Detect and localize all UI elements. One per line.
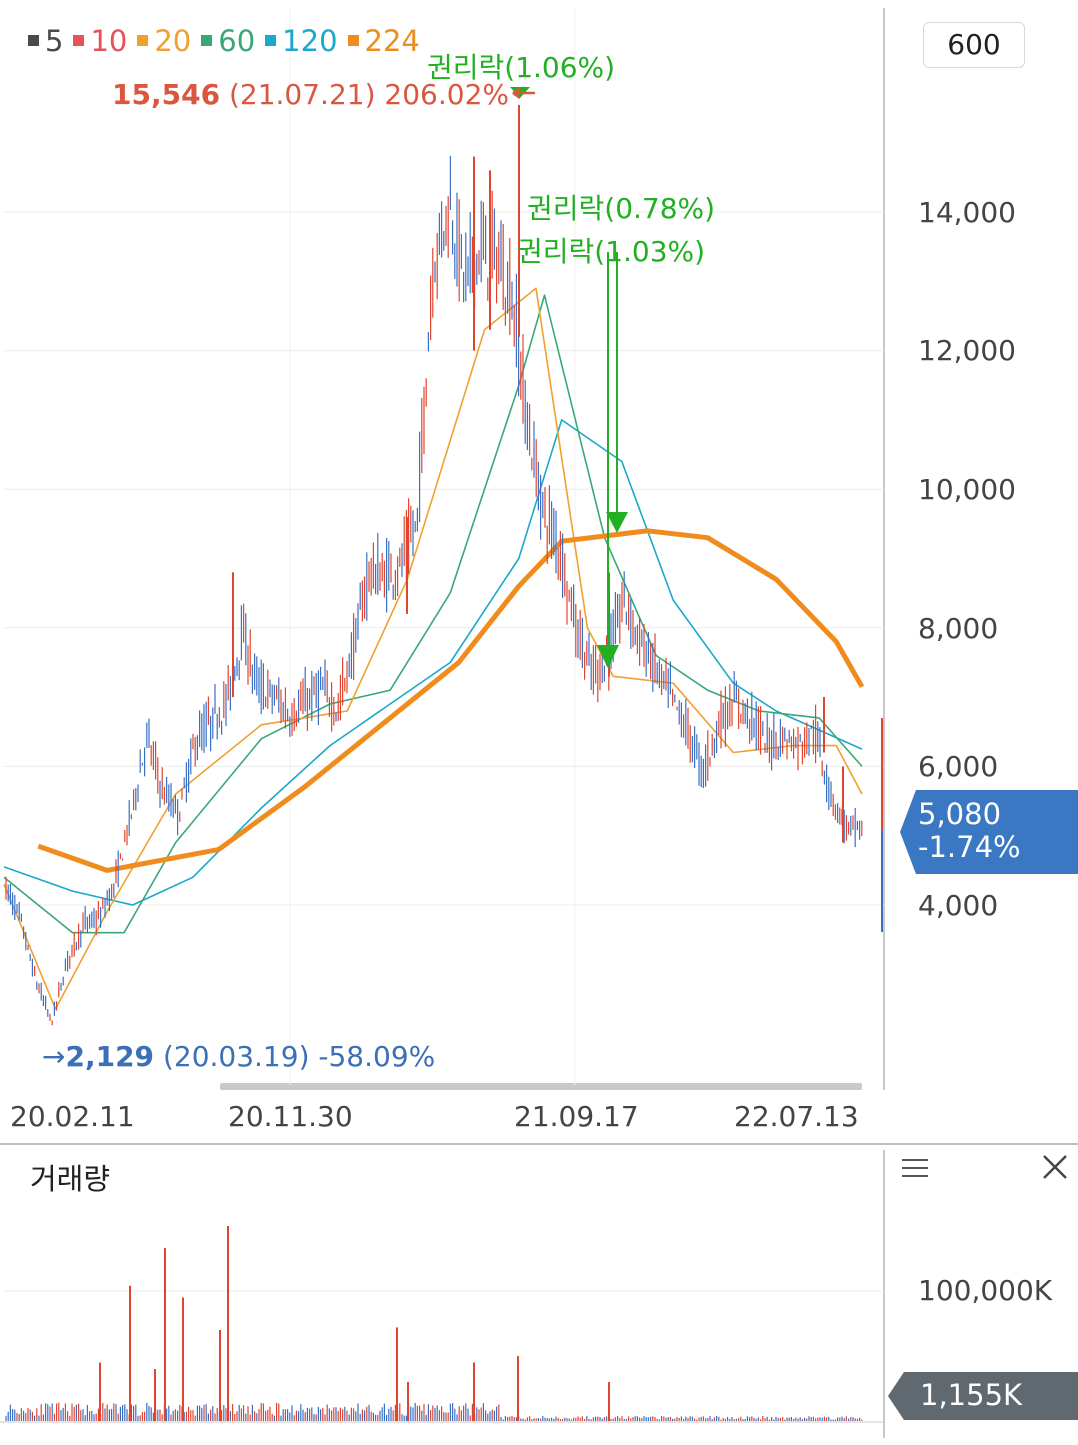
rights-event-label-3: 권리락(1.03%) xyxy=(517,235,706,268)
legend-item-60: 60 xyxy=(201,24,255,58)
legend-swatch xyxy=(137,34,149,46)
legend-swatch xyxy=(28,34,39,46)
y-tick: 6,000 xyxy=(918,750,999,783)
ma-line-224 xyxy=(37,528,865,873)
ma-line-20 xyxy=(3,287,863,1010)
current-price-tag: 5,080 -1.74% xyxy=(900,790,1078,874)
legend-label: 120 xyxy=(282,24,338,58)
volume-y-tick: 100,000K xyxy=(918,1274,1053,1307)
legend-swatch xyxy=(265,34,277,46)
ma-line-120 xyxy=(3,419,863,906)
max-price-label: 15,546 (21.07.21) 206.02% xyxy=(112,78,509,111)
scrollbar xyxy=(220,1083,862,1090)
ma-line-60 xyxy=(3,294,863,934)
y-tick: 12,000 xyxy=(918,334,1016,367)
rights-event-label-2: 권리락(0.78%) xyxy=(527,192,716,225)
legend-label: 5 xyxy=(45,24,64,58)
current-price-value: 5,080 xyxy=(918,797,1002,831)
x-tick: 22.07.13 xyxy=(734,1100,859,1133)
legend-swatch xyxy=(347,34,359,46)
legend-item-224: 224 xyxy=(347,24,420,58)
moving-average-lines xyxy=(3,287,865,1010)
volume-title: 거래량 xyxy=(30,1162,111,1196)
legend: 5 10 20 60 120 224 xyxy=(28,24,430,58)
rights-event-label-1: 권리락(1.06%) xyxy=(427,51,616,84)
y-tick: 4,000 xyxy=(918,889,999,922)
legend-item-5: 5 xyxy=(28,24,63,58)
legend-swatch xyxy=(73,34,85,46)
legend-item-120: 120 xyxy=(265,24,338,58)
candlesticks xyxy=(5,104,863,1026)
event-arrow-head xyxy=(597,645,619,668)
min-price-label: →2,129 (20.03.19) -58.09% xyxy=(42,1040,436,1073)
x-tick: 20.11.30 xyxy=(228,1100,353,1133)
close-icon[interactable] xyxy=(1040,1152,1070,1182)
y-tick: 14,000 xyxy=(918,196,1016,229)
y-tick: 10,000 xyxy=(918,473,1016,506)
x-tick: 20.02.11 xyxy=(10,1100,135,1133)
current-volume-value: 1,155K xyxy=(920,1378,1023,1412)
legend-label: 60 xyxy=(218,24,256,58)
y-tick: 8,000 xyxy=(918,612,999,645)
period-selector[interactable]: 600 xyxy=(923,22,1025,68)
menu-icon[interactable] xyxy=(900,1155,930,1181)
legend-label: 20 xyxy=(154,24,192,58)
volume-bars xyxy=(5,1226,863,1421)
legend-item-20: 20 xyxy=(137,24,191,58)
current-volume-tag: 1,155K xyxy=(888,1372,1078,1420)
legend-label: 224 xyxy=(364,24,420,58)
event-arrow-head xyxy=(606,512,628,533)
x-tick: 21.09.17 xyxy=(514,1100,639,1133)
chart-overlay xyxy=(510,86,883,932)
legend-label: 10 xyxy=(90,24,128,58)
legend-item-10: 10 xyxy=(73,24,127,58)
legend-swatch xyxy=(201,34,213,46)
max-arrow-icon xyxy=(512,86,535,100)
grid xyxy=(0,8,1078,1438)
current-price-change: -1.74% xyxy=(918,830,1021,864)
